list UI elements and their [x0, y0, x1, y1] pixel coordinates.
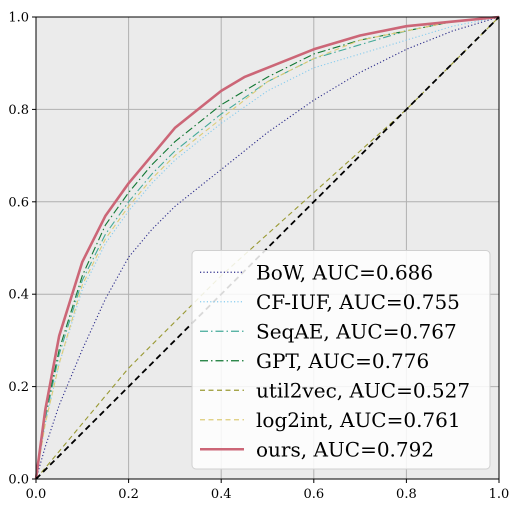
x-tick-label: 1.0 — [489, 487, 510, 502]
series-line — [35, 16, 500, 480]
legend-label: SeqAE, AUC=0.767 — [256, 319, 457, 343]
y-tick-label: 1.0 — [8, 11, 29, 26]
series-line — [34, 15, 500, 480]
series-line — [35, 16, 500, 480]
legend-label: util2vec, AUC=0.527 — [256, 378, 470, 402]
x-tick-label: 0.2 — [118, 487, 139, 502]
y-tick-label: 0.8 — [8, 103, 29, 118]
legend-label: BoW, AUC=0.686 — [256, 260, 433, 284]
y-tick-label: 0.6 — [8, 195, 29, 210]
y-tick-label: 0.2 — [8, 380, 29, 395]
series-line — [35, 16, 500, 480]
legend-label: log2int, AUC=0.761 — [256, 408, 461, 432]
x-tick-label: 0.6 — [303, 487, 324, 502]
x-tick-label: 0.0 — [26, 487, 47, 502]
legend-label: CF-IUF, AUC=0.755 — [256, 290, 460, 314]
legend: BoW, AUC=0.686 CF-IUF, AUC=0.755 SeqAE, AU… — [191, 250, 491, 470]
chance-diagonal — [35, 16, 500, 480]
legend-label: ours, AUC=0.792 — [256, 437, 434, 461]
series-line — [35, 16, 500, 480]
x-tick-label: 0.8 — [396, 487, 417, 502]
x-tick-label: 0.4 — [211, 487, 232, 502]
legend-box — [191, 250, 491, 470]
legend-label: GPT, AUC=0.776 — [256, 349, 429, 373]
y-tick-label: 0.4 — [8, 288, 29, 303]
plot-border — [35, 16, 500, 480]
y-tick-label: 0.0 — [8, 473, 29, 488]
axis-ticks: 0.0 0.2 0.4 0.6 0.8 1.0 0.0 0.2 0.4 0.6 0.8 1.0 — [8, 11, 509, 503]
